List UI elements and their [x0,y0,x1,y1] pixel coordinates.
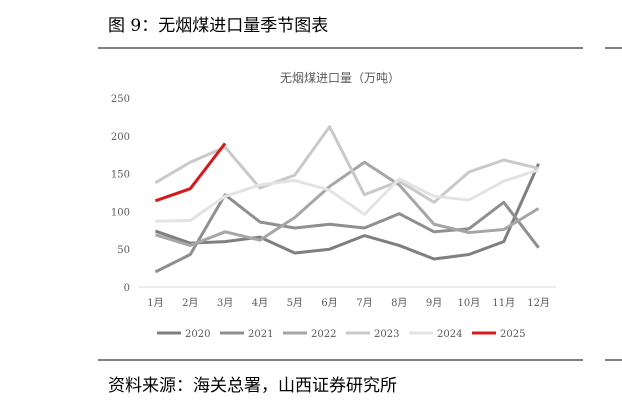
figure-title: 图 9：无烟煤进口量季节图表 [108,16,328,36]
series-line [154,160,540,247]
x-tick-label: 10月 [458,297,481,309]
y-tick-label: 100 [111,207,130,218]
legend-label: 2022 [311,329,336,340]
x-tick-label: 4月 [252,297,268,309]
x-tick-label: 9月 [426,297,442,309]
x-tick-label: 12月 [527,297,550,309]
x-tick-label: 2月 [182,297,198,309]
y-tick-label: 0 [124,283,130,294]
series-line [154,163,540,261]
legend-label: 2021 [248,329,273,340]
chart-title: 无烟煤进口量（万吨） [280,71,400,85]
x-tick-label: 5月 [287,297,303,309]
series-line [154,193,540,274]
legend-label: 2024 [437,329,462,340]
x-tick-label: 7月 [356,297,372,309]
series-line [154,142,227,203]
x-tick-label: 11月 [492,297,515,309]
series-line [155,168,540,223]
x-tick-label: 3月 [217,297,233,309]
x-tick-label: 1月 [147,297,163,309]
legend-label: 2020 [185,329,210,340]
y-tick-label: 150 [111,170,130,181]
x-tick-label: 8月 [391,297,407,309]
legend-label: 2025 [500,329,525,340]
legend-label: 2023 [374,329,399,340]
y-tick-label: 50 [117,245,130,256]
series-line [154,125,539,204]
x-tick-label: 6月 [321,297,337,309]
y-tick-label: 200 [111,132,130,143]
source-note: 资料来源：海关总署，山西证券研究所 [108,376,397,396]
y-tick-label: 250 [111,94,130,105]
